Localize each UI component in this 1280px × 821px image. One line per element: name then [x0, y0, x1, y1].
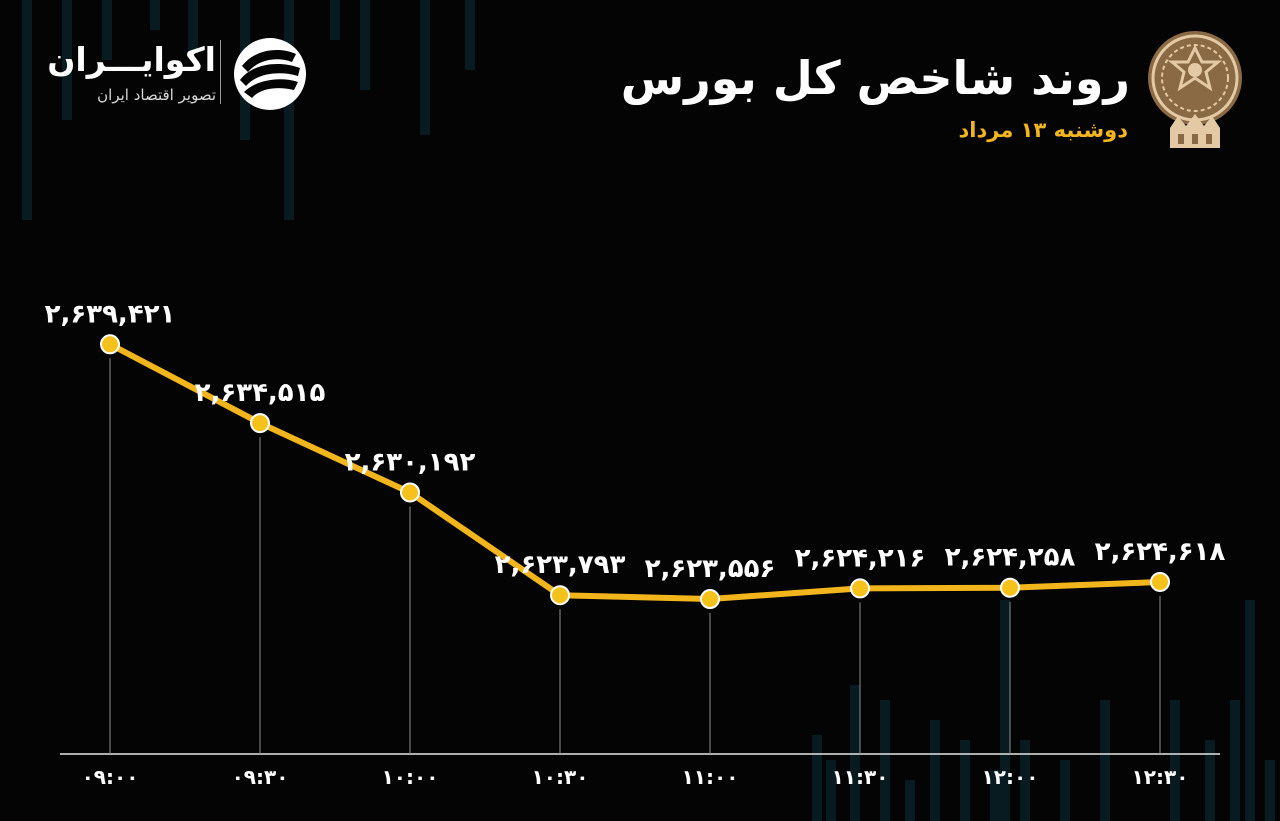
background-bar	[62, 0, 72, 120]
x-tick-label: ۱۰:۰۰	[382, 765, 439, 789]
background-bar	[1020, 740, 1030, 821]
series-line	[107, 341, 1163, 603]
background-bar	[905, 780, 915, 821]
x-tick-label: ۰۹:۰۰	[82, 765, 139, 789]
background-bar	[960, 740, 970, 821]
chart-title: روند شاخص کل بورس	[620, 51, 1130, 105]
data-point	[850, 578, 870, 599]
background-bar	[360, 0, 370, 90]
data-point	[100, 334, 120, 355]
data-point	[550, 585, 570, 606]
data-label: ۲,۶۲۴,۶۱۸	[1095, 537, 1226, 567]
x-tick-label: ۱۰:۳۰	[532, 765, 589, 789]
data-point	[250, 413, 270, 434]
brand-name: اکوایـــران	[47, 40, 216, 79]
data-label: ۲,۶۳۴,۵۱۵	[195, 378, 326, 408]
chart-subtitle: دوشنبه ۱۳ مرداد	[958, 118, 1128, 142]
x-tick-label: ۱۲:۳۰	[1132, 765, 1189, 789]
background-bar	[826, 760, 836, 821]
stock-exchange-emblem-icon	[1148, 31, 1242, 148]
x-tick-label: ۱۲:۰۰	[982, 765, 1039, 789]
brand-tagline: تصویر اقتصاد ایران	[97, 86, 216, 104]
background-bar	[1205, 740, 1215, 821]
data-label: ۲,۶۳۹,۴۲۱	[45, 299, 176, 329]
background-bar	[284, 0, 294, 220]
brand-divider	[220, 40, 221, 104]
background-bar	[1170, 700, 1180, 821]
brand-logo-icon	[234, 38, 306, 110]
background-bar	[188, 0, 198, 50]
background-bar	[420, 0, 430, 135]
background-bar	[1000, 600, 1010, 821]
background-bar	[930, 720, 940, 821]
background-bar	[990, 770, 1000, 821]
x-tick-label: ۰۹:۳۰	[232, 765, 289, 789]
brand-logo-block: اکوایـــران تصویر اقتصاد ایران	[47, 36, 318, 116]
background-bar	[102, 0, 112, 60]
background-bar	[1265, 760, 1275, 821]
background-bar	[1060, 760, 1070, 821]
background-bar	[465, 0, 475, 70]
data-label: ۲,۶۲۳,۵۵۶	[645, 554, 776, 584]
data-label: ۲,۶۲۳,۷۹۳	[495, 550, 626, 580]
data-point	[1150, 571, 1170, 592]
data-label: ۲,۶۲۴,۲۵۸	[945, 543, 1076, 573]
data-label: ۲,۶۳۰,۱۹۲	[345, 447, 476, 477]
background-bar	[880, 700, 890, 821]
data-point	[700, 589, 720, 610]
x-tick-label: ۱۱:۳۰	[832, 765, 889, 789]
data-point	[400, 482, 420, 503]
x-tick-label: ۱۱:۰۰	[682, 765, 739, 789]
background-bar	[1230, 700, 1240, 821]
data-point	[1000, 577, 1020, 598]
background-bar	[1245, 600, 1255, 821]
background-bar	[330, 0, 340, 40]
background-bar	[850, 685, 860, 821]
background-bar	[1100, 700, 1110, 821]
data-label: ۲,۶۲۴,۲۱۶	[795, 543, 926, 573]
background-bar	[812, 735, 822, 821]
background-bar	[22, 0, 32, 220]
background-bar	[150, 0, 160, 30]
